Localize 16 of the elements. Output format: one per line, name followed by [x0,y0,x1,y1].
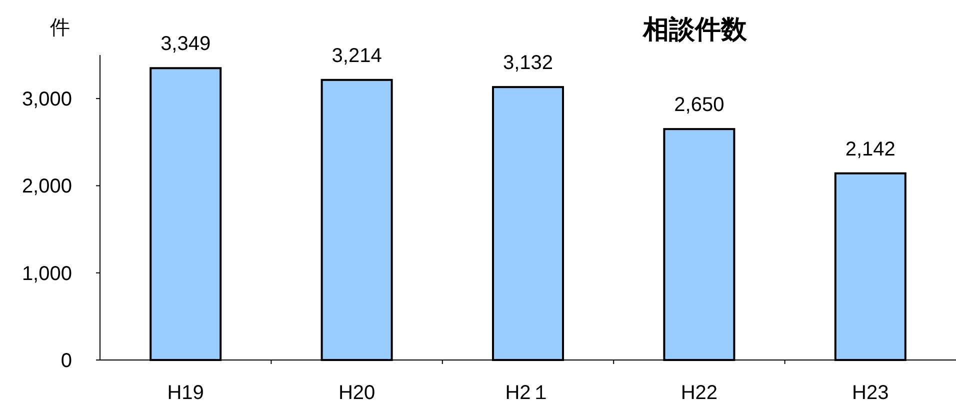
x-tick-label: H20 [338,382,376,404]
y-axis-title: 件 [50,17,70,39]
y-tick-label: 1,000 [22,262,72,285]
y-tick-label: 3,000 [22,88,72,111]
data-label: 2,650 [674,94,724,116]
x-tick-label: H2１ [505,382,551,404]
y-tick-label: 0 [60,350,72,372]
chart-title: 相談件数 [642,14,748,44]
data-label: 2,142 [845,138,896,160]
data-label: 3,214 [332,44,382,67]
x-tick-label: H23 [852,382,889,404]
x-tick-label: H19 [167,382,204,404]
x-tick-label: H22 [680,382,718,404]
data-label: 3,132 [502,52,554,74]
data-label: 3,349 [160,33,211,56]
y-tick-label: 2,000 [22,176,72,198]
